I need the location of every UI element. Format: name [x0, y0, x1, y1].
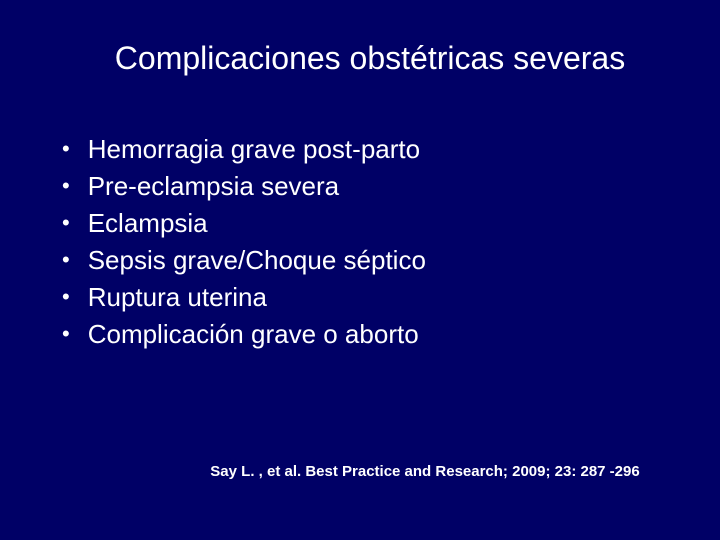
- list-item: • Sepsis grave/Choque séptico: [62, 243, 670, 278]
- list-item: • Eclampsia: [62, 206, 670, 241]
- bullet-text: Complicación grave o aborto: [88, 317, 670, 352]
- bullet-icon: •: [62, 169, 70, 202]
- bullet-icon: •: [62, 280, 70, 313]
- bullet-icon: •: [62, 132, 70, 165]
- bullet-icon: •: [62, 243, 70, 276]
- list-item: • Pre-eclampsia severa: [62, 169, 670, 204]
- bullet-text: Ruptura uterina: [88, 280, 670, 315]
- slide-title: Complicaciones obstétricas severas: [50, 40, 670, 77]
- bullet-text: Pre-eclampsia severa: [88, 169, 670, 204]
- bullet-text: Sepsis grave/Choque séptico: [88, 243, 670, 278]
- bullet-text: Hemorragia grave post-parto: [88, 132, 670, 167]
- list-item: • Complicación grave o aborto: [62, 317, 670, 352]
- list-item: • Hemorragia grave post-parto: [62, 132, 670, 167]
- citation-text: Say L. , et al. Best Practice and Resear…: [0, 463, 720, 480]
- list-item: • Ruptura uterina: [62, 280, 670, 315]
- slide-container: Complicaciones obstétricas severas • Hem…: [0, 0, 720, 540]
- bullet-text: Eclampsia: [88, 206, 670, 241]
- bullet-icon: •: [62, 317, 70, 350]
- bullet-list: • Hemorragia grave post-parto • Pre-ecla…: [50, 132, 670, 353]
- bullet-icon: •: [62, 206, 70, 239]
